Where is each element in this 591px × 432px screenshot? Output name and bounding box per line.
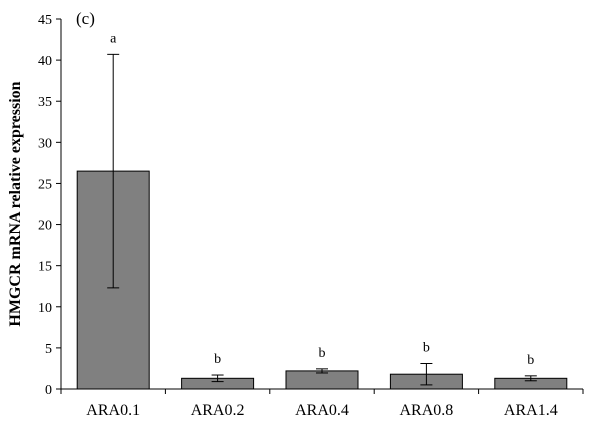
y-tick-label: 15: [38, 260, 52, 275]
x-axis-labels: ARA0.1 ARA0.2 ARA0.4 ARA0.8 ARA1.4: [86, 402, 557, 419]
y-tick-label: 20: [38, 219, 52, 234]
x-tick-label: ARA0.1: [86, 402, 140, 419]
y-axis-ticks: 0 5 10 15 20 25 30 35 40 45: [38, 13, 61, 398]
x-tick-label: ARA0.2: [191, 402, 245, 419]
y-tick-label: 35: [38, 95, 52, 110]
panel-label: (c): [76, 9, 95, 28]
y-tick-label: 5: [45, 342, 52, 357]
significance-letter: b: [423, 341, 430, 356]
y-tick-label: 25: [38, 177, 52, 192]
y-tick-label: 30: [38, 136, 52, 151]
x-tick-label: ARA0.4: [295, 402, 349, 419]
y-tick-label: 0: [45, 383, 52, 398]
x-tick-label: ARA1.4: [504, 402, 558, 419]
x-tick-label: ARA0.8: [400, 402, 454, 419]
significance-letter: b: [214, 352, 221, 367]
significance-letters: a b b b b: [110, 31, 534, 367]
bar-ara0-4: [285, 370, 359, 390]
significance-letter: a: [110, 31, 117, 46]
y-tick-label: 10: [38, 301, 52, 316]
y-axis-title: HMGCR mRNA relative expression: [7, 81, 24, 326]
significance-letter: b: [319, 346, 326, 361]
y-tick-label: 40: [38, 54, 52, 69]
error-bars: [107, 53, 537, 386]
y-tick-label: 45: [38, 13, 52, 28]
significance-letter: b: [527, 353, 534, 368]
